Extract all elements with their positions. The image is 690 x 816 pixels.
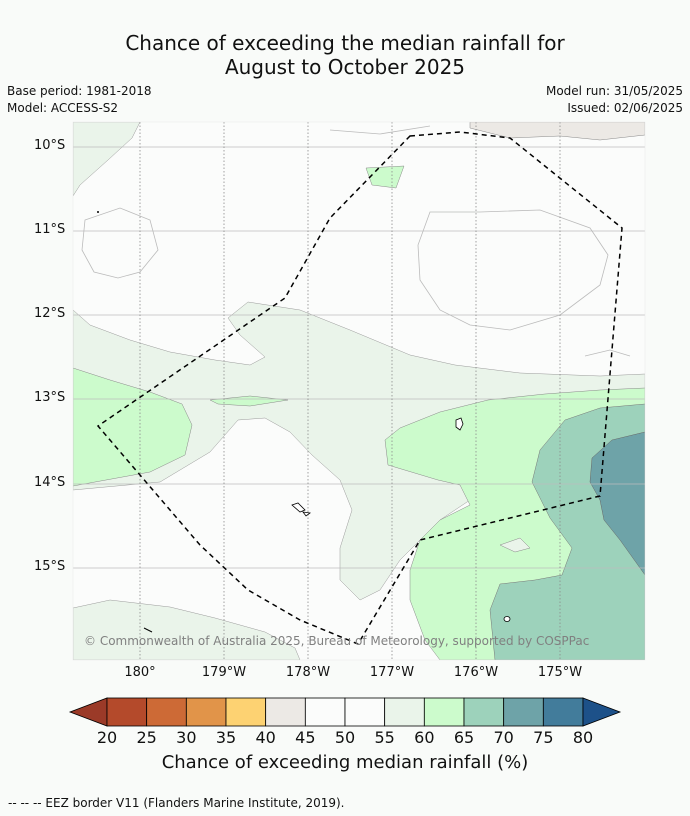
colorbar-segment xyxy=(463,697,505,727)
contour-70-75-east xyxy=(589,431,645,576)
colorbar-segment xyxy=(423,697,465,727)
model-text: Model: ACCESS-S2 xyxy=(7,101,119,115)
lat-label-12s: 12°S xyxy=(34,306,66,321)
colorbar-segment xyxy=(146,697,187,727)
model-run-text: Model run: 31/05/2025 xyxy=(545,84,683,98)
contour-55-60-lens xyxy=(499,537,531,553)
colorbar-tick-label: 20 xyxy=(96,728,118,747)
colorbar-tick-label: 30 xyxy=(176,728,197,747)
lon-label-175w: 175°W xyxy=(537,665,583,680)
colorbar-segment xyxy=(106,697,148,727)
lat-label-13s: 13°S xyxy=(34,390,66,405)
colorbar-segment xyxy=(542,697,584,727)
colorbar-tick-label: 75 xyxy=(533,728,554,747)
map-title-line-1: Chance of exceeding the median rainfall … xyxy=(125,31,565,55)
colorbar-tick-label: 55 xyxy=(374,728,395,747)
colorbar-tick-label: 65 xyxy=(453,728,475,747)
map-area xyxy=(73,122,645,660)
map-frame xyxy=(72,121,646,661)
colorbar-tick-label: 80 xyxy=(572,728,594,747)
contour-55-60-northwest xyxy=(73,122,141,197)
base-period-text: Base period: 1981-2018 xyxy=(7,84,152,98)
eez-border xyxy=(96,131,623,645)
contour-60-65-west xyxy=(73,367,193,487)
colorbar-tick-label: 45 xyxy=(295,728,316,747)
map-title-line-2: August to October 2025 xyxy=(224,55,466,79)
contour-60-65-sliver xyxy=(209,395,289,407)
colorbar-title: Chance of exceeding median rainfall (%) xyxy=(161,752,529,773)
colorbar-above-extension xyxy=(582,697,622,727)
lon-label-178w: 178°W xyxy=(285,665,331,680)
colorbar-segments xyxy=(106,697,584,727)
lon-label-179w: 179°W xyxy=(201,665,247,680)
colorbar-tick-label: 35 xyxy=(215,728,237,747)
island-southwest xyxy=(143,627,153,633)
eez-legend-footer: -- -- -- EEZ border V11 (Flanders Marine… xyxy=(8,796,345,810)
colorbar-tick-label: 60 xyxy=(414,728,435,747)
lon-label-176w: 176°W xyxy=(453,665,499,680)
colorbar-segment xyxy=(384,697,425,727)
colorbar xyxy=(68,697,622,727)
colorbar-segment xyxy=(344,697,386,727)
colorbar-segment xyxy=(225,697,267,727)
contour-line-north xyxy=(329,125,431,135)
lon-label-177w: 177°W xyxy=(369,665,415,680)
colorbar-segment xyxy=(503,697,544,727)
latitude-gridlines xyxy=(73,146,645,569)
colorbar-tick-label: 70 xyxy=(493,728,514,747)
colorbar-below-extension xyxy=(68,697,108,727)
island-northwest xyxy=(97,211,99,213)
lon-label-180: 180° xyxy=(124,665,156,680)
island-south xyxy=(291,502,306,513)
lat-label-10s: 10°S xyxy=(34,138,66,153)
contour-line-west xyxy=(81,207,159,279)
colorbar-tick-label: 40 xyxy=(255,728,276,747)
longitude-gridlines xyxy=(139,122,561,660)
island-south-small xyxy=(302,511,312,517)
island-east xyxy=(455,417,464,431)
colorbar-tick-label: 25 xyxy=(136,728,157,747)
island-southeast xyxy=(503,616,511,622)
colorbar-tick-label: 50 xyxy=(334,728,356,747)
contour-line-small xyxy=(584,349,631,357)
copyright-text: © Commonwealth of Australia 2025, Bureau… xyxy=(84,634,589,648)
contour-40-45-north xyxy=(469,122,645,141)
lat-label-11s: 11°S xyxy=(34,222,66,237)
colorbar-segment xyxy=(265,697,306,727)
issued-text: Issued: 02/06/2025 xyxy=(567,101,683,115)
colorbar-segment xyxy=(185,697,227,727)
lat-label-15s: 15°S xyxy=(34,559,66,574)
colorbar-segment xyxy=(304,697,346,727)
contour-55-60-southwest xyxy=(73,599,301,660)
lat-label-14s: 14°S xyxy=(34,475,66,490)
